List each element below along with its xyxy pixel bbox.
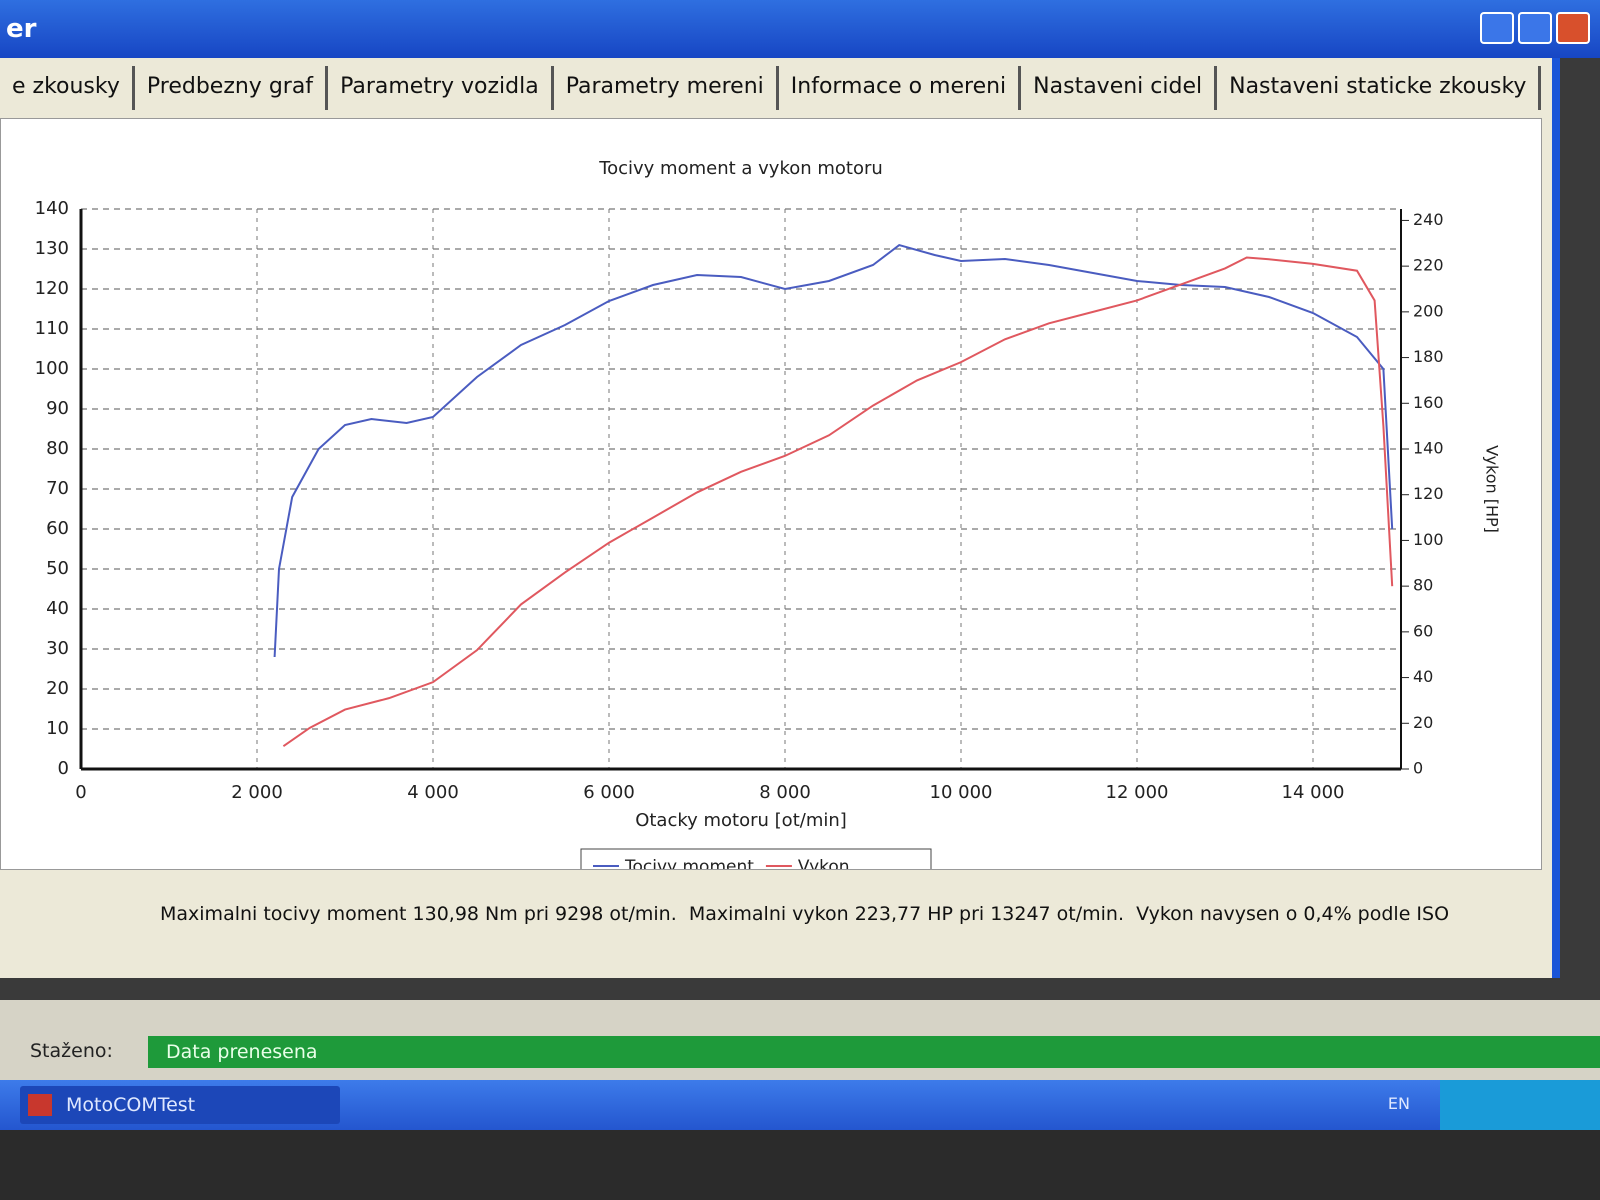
- y-tick-label: 10: [46, 718, 69, 739]
- window-title: er: [6, 14, 37, 44]
- window-client: e zkousky Predbezny graf Parametry vozidla…: [0, 58, 1560, 978]
- x-tick-label: 8 000: [759, 782, 811, 803]
- summary-text: Maximalni tocivy moment 130,98 Nm pri 92…: [160, 903, 1450, 925]
- y2-tick-label: 100: [1413, 530, 1444, 549]
- y-tick-label: 110: [35, 318, 69, 339]
- chart-panel: Tocivy moment a vykon motoru 0 10 20 30 40 50 6…: [0, 118, 1542, 884]
- tab-strip: e zkousky Predbezny graf Parametry vozidla…: [0, 66, 1542, 110]
- chart-title: Tocivy moment a vykon motoru: [598, 158, 883, 179]
- system-tray: [1440, 1080, 1600, 1130]
- x-axis-label: Otacky motoru [ot/min]: [635, 810, 847, 831]
- y-tick-label: 60: [46, 518, 69, 539]
- tab[interactable]: Informace o mereni: [779, 66, 1022, 110]
- y-tick-label: 130: [35, 238, 69, 259]
- x-tick-label: 12 000: [1106, 782, 1169, 803]
- status-label: Staženo:: [30, 1040, 113, 1062]
- y2-tick-label: 200: [1413, 301, 1444, 320]
- close-button[interactable]: [1556, 12, 1590, 44]
- y2-tick-label: 140: [1413, 439, 1444, 458]
- x-tick-label: 2 000: [231, 782, 283, 803]
- tab[interactable]: Parametry mereni: [554, 66, 779, 110]
- x-tick-label: 0: [75, 782, 86, 803]
- y-tick-label: 140: [35, 198, 69, 219]
- window-buttons: [1480, 12, 1590, 44]
- tab[interactable]: e zkousky: [0, 66, 135, 110]
- y2-tick-label: 0: [1413, 759, 1423, 778]
- tab[interactable]: Nastaveni cidel: [1021, 66, 1218, 110]
- x-tick-label: 14 000: [1282, 782, 1345, 803]
- y2-tick-label: 180: [1413, 347, 1444, 366]
- legend: Tocivy moment Vykon: [580, 848, 932, 884]
- y-tick-label: 30: [46, 638, 69, 659]
- y-tick-label: 20: [46, 678, 69, 699]
- app-name: MotoCOMTest: [66, 1094, 196, 1116]
- minimize-button[interactable]: [1480, 12, 1514, 44]
- y2-axis-label: Vykon [HP]: [1483, 445, 1502, 533]
- y-tick-label: 90: [46, 398, 69, 419]
- y-tick-label: 120: [35, 278, 69, 299]
- x-tick-label: 4 000: [407, 782, 459, 803]
- y2-tick-label: 220: [1413, 256, 1444, 275]
- tab[interactable]: Parametry vozidla: [328, 66, 554, 110]
- status-message: Data prenesena: [148, 1036, 1600, 1068]
- data-line: [273, 243, 1394, 658]
- y-tick-label: 80: [46, 438, 69, 459]
- status-bar: Staženo: Data prenesena: [0, 1000, 1600, 1080]
- y2-tick-label: 160: [1413, 393, 1444, 412]
- data-line: [282, 256, 1394, 747]
- y2-tick-label: 80: [1413, 576, 1433, 595]
- legend-label: Tocivy moment: [624, 857, 754, 869]
- maximize-button[interactable]: [1518, 12, 1552, 44]
- language-indicator[interactable]: EN: [1387, 1094, 1410, 1113]
- monitor-bezel: [0, 1130, 1600, 1200]
- y2-tick-label: 120: [1413, 484, 1444, 503]
- y-tick-label: 40: [46, 598, 69, 619]
- y2-tick-label: 60: [1413, 621, 1433, 640]
- taskbar-app[interactable]: MotoCOMTest: [20, 1086, 340, 1124]
- y-tick-label: 50: [46, 558, 69, 579]
- taskbar: MotoCOMTest EN: [0, 1080, 1600, 1130]
- chart: Tocivy moment a vykon motoru 0 10 20 30 40 50 6…: [35, 158, 1502, 884]
- y-tick-label: 70: [46, 478, 69, 499]
- app-icon: [28, 1094, 52, 1116]
- y-tick-label: 100: [35, 358, 69, 379]
- y-tick-label: 0: [58, 758, 69, 779]
- y2-tick-label: 20: [1413, 713, 1433, 732]
- tab[interactable]: Predbezny graf: [135, 66, 329, 110]
- x-tick-label: 10 000: [930, 782, 993, 803]
- legend-label: Vykon: [798, 857, 850, 869]
- title-bar: er: [0, 0, 1600, 58]
- y2-tick-label: 240: [1413, 210, 1444, 229]
- x-tick-label: 6 000: [583, 782, 635, 803]
- y2-tick-label: 40: [1413, 667, 1433, 686]
- tab[interactable]: Nastaveni staticke zkousky: [1217, 66, 1542, 110]
